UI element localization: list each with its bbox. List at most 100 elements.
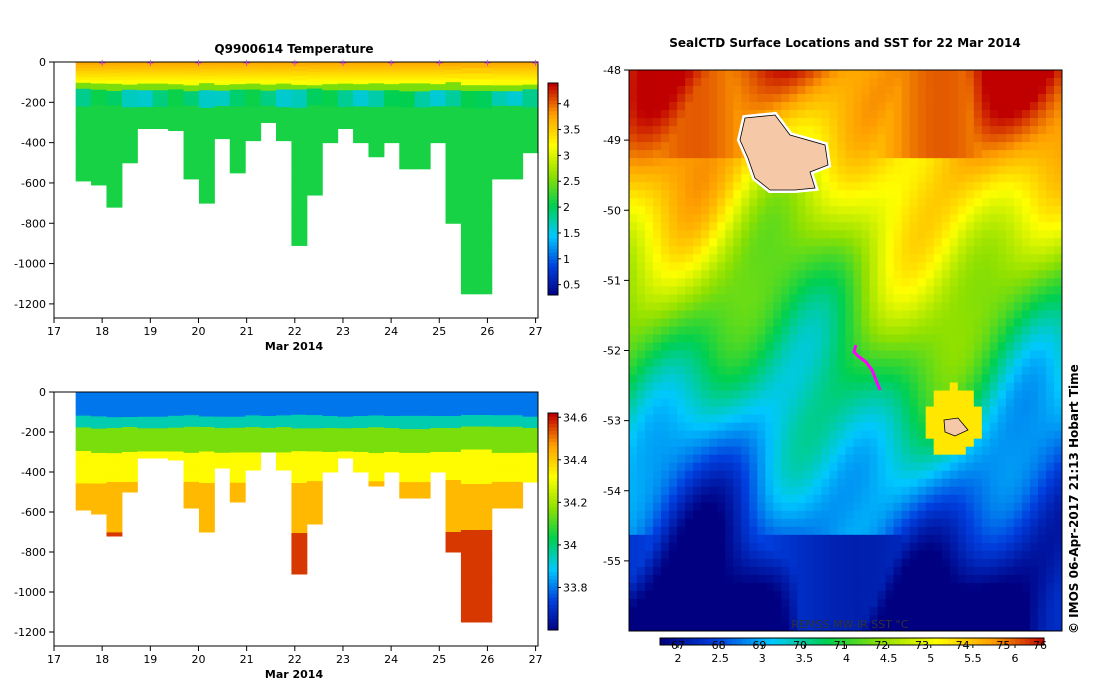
profile-cell <box>229 103 246 107</box>
sst-row <box>629 126 1063 135</box>
profile-cell <box>445 219 462 224</box>
sst-cell <box>725 190 734 199</box>
sst-cell <box>749 254 758 263</box>
profile-cell <box>168 437 185 441</box>
colorbar-cell <box>548 157 558 162</box>
sst-cell <box>805 246 814 255</box>
profile-cell <box>245 419 262 422</box>
sst-cell <box>645 118 654 127</box>
profile-cell <box>353 426 369 429</box>
profile-cell <box>260 432 277 435</box>
sst-cell <box>1013 358 1023 367</box>
profile-cell <box>491 496 508 500</box>
sst-cell <box>1013 222 1023 231</box>
profile-cell <box>445 166 462 172</box>
sst-cell <box>653 222 662 231</box>
profile-cell <box>322 402 339 405</box>
sst-cell <box>733 158 742 167</box>
sst-cell <box>973 334 983 343</box>
sst-cell <box>773 342 782 351</box>
profile-cell <box>121 469 138 473</box>
profile-cell <box>183 135 200 139</box>
sst-cell <box>933 142 943 151</box>
profile-cell <box>137 85 154 88</box>
profile-cell <box>322 70 339 73</box>
sst-cell <box>933 190 943 199</box>
sst-cell <box>853 318 862 327</box>
profile-cell <box>276 83 292 87</box>
profile-cell <box>229 145 246 149</box>
profile-cell <box>91 446 107 451</box>
profile-cell <box>168 91 185 94</box>
profile-cell <box>137 449 154 452</box>
profile-cell <box>522 419 539 422</box>
sst-cell <box>677 102 686 111</box>
sst-cell <box>765 310 774 319</box>
sst-cell <box>629 294 638 303</box>
profile-cell <box>414 72 431 76</box>
colorbar-cell <box>548 277 558 282</box>
sst-cell <box>781 254 790 263</box>
profile-cell <box>291 167 308 173</box>
sst-row <box>629 318 1063 327</box>
sst-cell <box>837 118 846 127</box>
profile-cell <box>106 518 123 523</box>
cast-column <box>460 392 477 623</box>
sst-row <box>629 230 1063 239</box>
profile-cell <box>445 215 462 220</box>
profile-cell <box>430 430 447 433</box>
sst-cell <box>885 222 895 231</box>
profile-cell <box>214 83 231 86</box>
sst-cell <box>861 318 870 327</box>
profile-cell <box>291 112 308 118</box>
profile-cell <box>229 460 246 464</box>
profile-cell <box>229 414 246 418</box>
profile-cell <box>152 426 169 429</box>
sst-cell <box>749 374 758 383</box>
profile-cell <box>276 397 292 401</box>
sst-cell <box>957 294 967 303</box>
profile-cell <box>445 536 462 541</box>
profile-cell <box>121 484 138 488</box>
profile-cell <box>106 503 123 508</box>
profile-cell <box>507 481 524 486</box>
profile-cell <box>507 502 524 506</box>
profile-cell <box>460 108 477 115</box>
sst-cell <box>837 190 846 199</box>
profile-cell <box>91 431 107 436</box>
profile-cell <box>414 413 431 417</box>
profile-cell <box>306 520 323 525</box>
profile-cell <box>353 124 369 128</box>
sst-cell <box>861 190 870 199</box>
sst-cell <box>805 190 814 199</box>
colorbar-frame <box>547 412 559 631</box>
sst-cell <box>1053 278 1063 287</box>
sst-cell <box>741 86 750 95</box>
sst-cell <box>885 398 895 407</box>
profile-cell <box>383 64 400 67</box>
sst-cell <box>781 334 790 343</box>
profile-cell <box>183 167 200 171</box>
sst-cell <box>901 334 911 343</box>
profile-cell <box>491 450 508 454</box>
profile-cell <box>183 403 200 407</box>
sst-cell <box>981 390 991 399</box>
sst-cell <box>933 206 943 215</box>
profile-cell <box>183 502 200 506</box>
profile-cell <box>353 80 369 83</box>
profile-cell <box>383 412 400 415</box>
profile-cell <box>291 236 308 242</box>
profile-cell <box>198 392 215 396</box>
sst-cell <box>725 182 734 191</box>
profile-cell <box>445 106 462 111</box>
profile-cell <box>522 130 539 133</box>
sst-cell <box>885 238 895 247</box>
profile-cell <box>121 487 138 490</box>
sst-cell <box>845 86 854 95</box>
sst-cell <box>741 238 750 247</box>
sst-cell <box>765 286 774 295</box>
sst-cell <box>869 262 878 271</box>
sst-cell <box>909 222 919 231</box>
sst-cell <box>917 302 927 311</box>
sst-cell <box>853 302 862 311</box>
